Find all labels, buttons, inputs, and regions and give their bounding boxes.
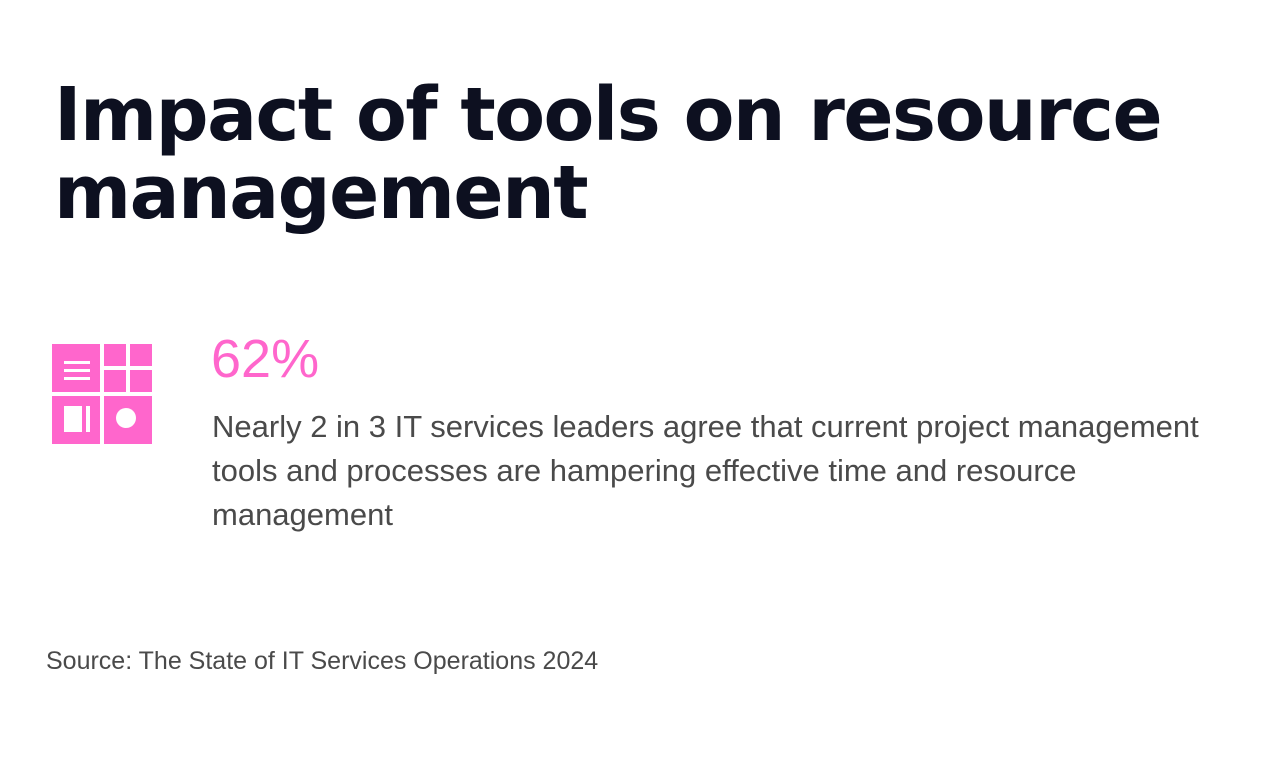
source-citation: Source: The State of IT Services Operati…	[46, 647, 599, 675]
project-board-icon	[52, 344, 152, 444]
stat-description: Nearly 2 in 3 IT services leaders agree …	[212, 409, 1199, 532]
page-title: Impact of tools on resource management	[54, 72, 1163, 236]
stat-value: 62%	[211, 329, 320, 389]
